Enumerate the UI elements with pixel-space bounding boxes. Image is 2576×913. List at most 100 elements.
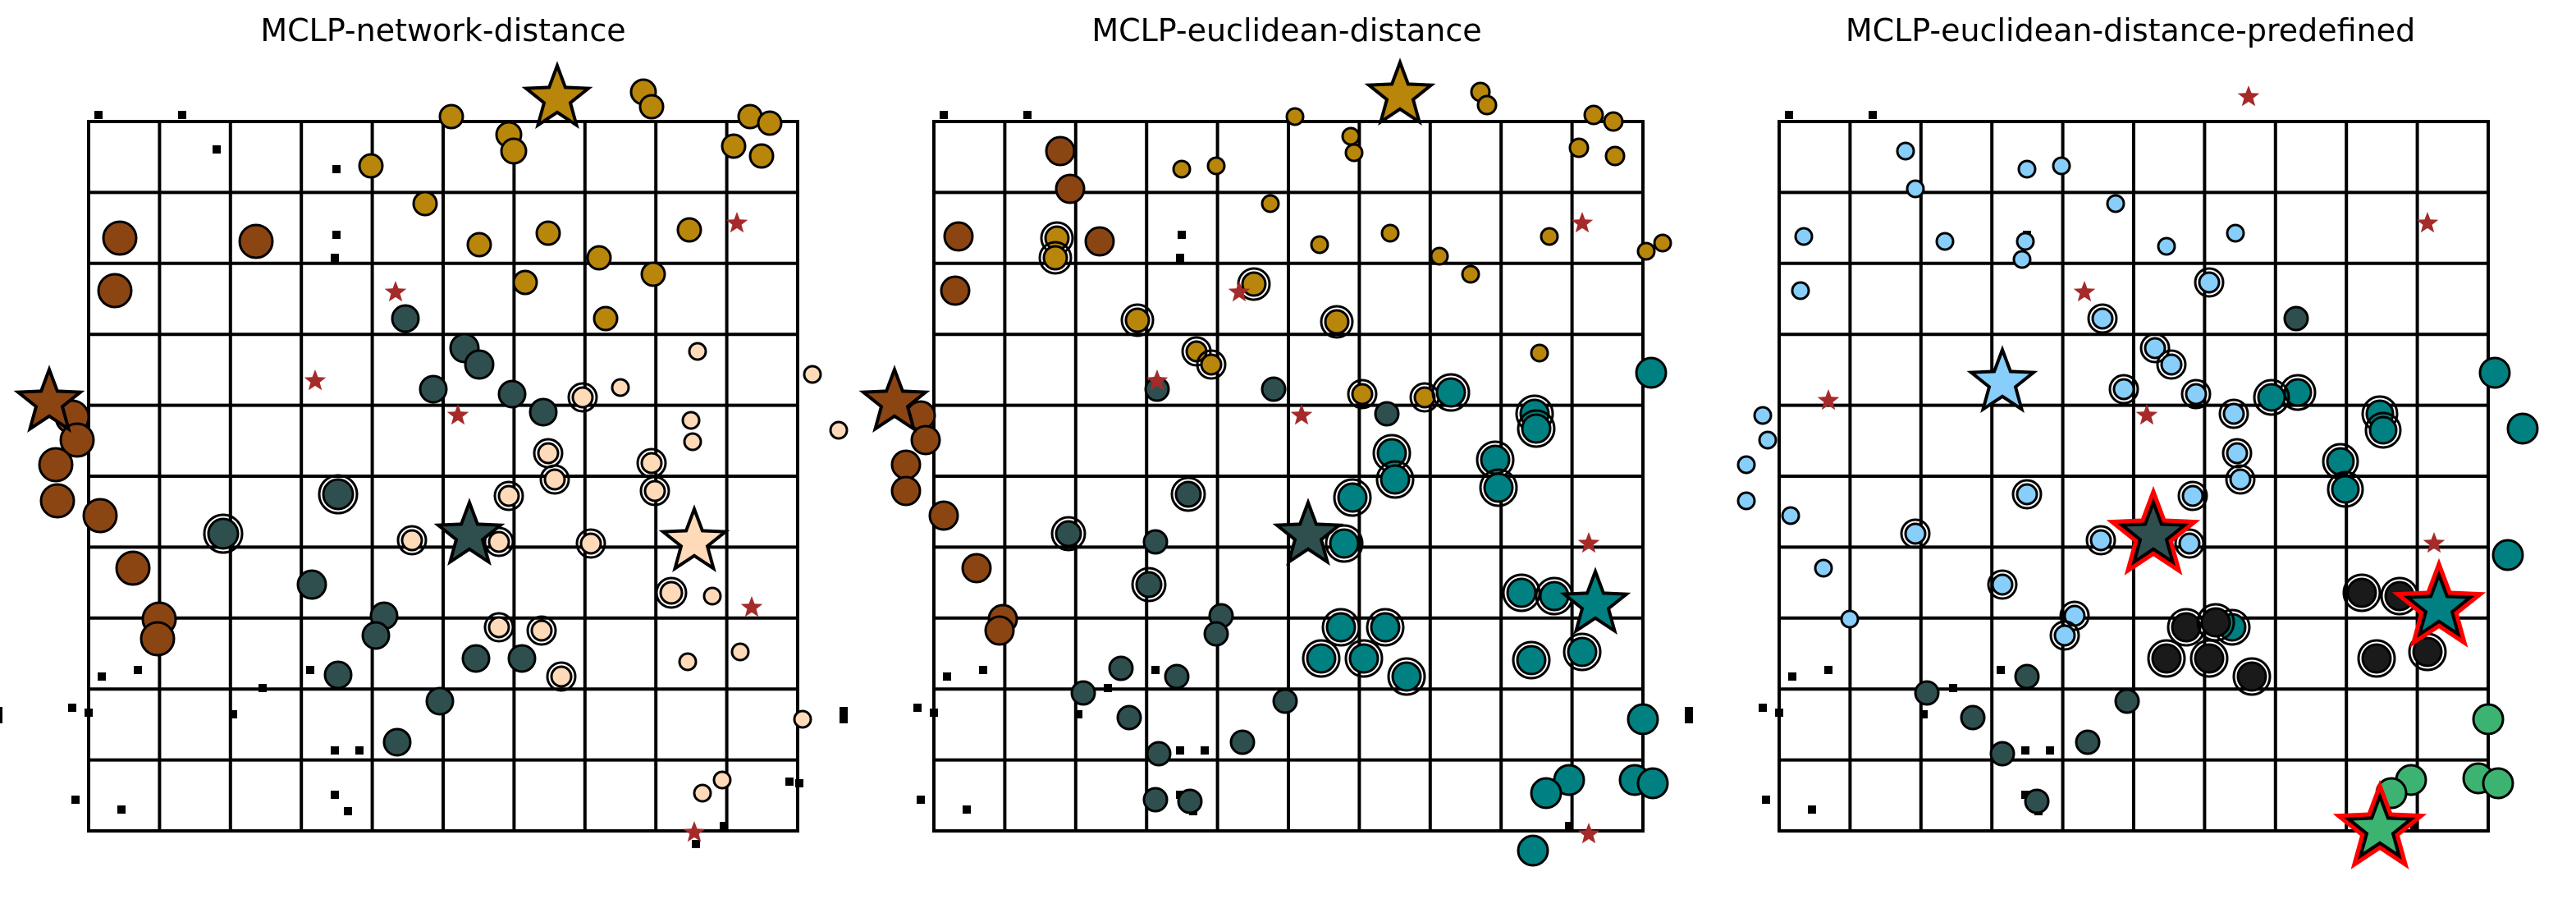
client-point — [2091, 307, 2114, 330]
covered-client-ring — [1987, 569, 2018, 600]
covered-client-ring — [1512, 640, 1551, 680]
client-point — [984, 615, 1015, 646]
client-point — [38, 447, 74, 483]
covered-client-ring — [2194, 267, 2225, 298]
demand-point-square — [85, 709, 93, 717]
covered-client-ring — [1375, 460, 1415, 499]
client-point — [2157, 236, 2176, 256]
demand-point-square — [306, 666, 314, 674]
client-point — [1794, 227, 1814, 246]
demand-point-square — [355, 746, 364, 755]
client-point — [464, 349, 495, 380]
client-point — [238, 223, 274, 259]
client-point — [2017, 159, 2037, 179]
client-point — [1567, 636, 1598, 668]
covered-client-ring — [546, 661, 577, 692]
covered-client-ring — [2011, 479, 2043, 510]
demand-point-square — [1997, 666, 2005, 674]
demand-point-square — [71, 796, 80, 804]
client-point — [1914, 680, 1940, 706]
client-point — [1736, 491, 1756, 511]
demand-point-square — [2021, 791, 2029, 799]
client-point — [803, 365, 822, 384]
demand-point-square — [98, 672, 106, 681]
client-point — [2331, 475, 2360, 504]
client-point — [537, 442, 560, 465]
candidate-facility-star — [304, 369, 327, 391]
demand-point-square — [178, 111, 186, 119]
demand-point-square — [943, 672, 951, 681]
client-point — [1261, 376, 1287, 402]
client-point — [940, 275, 971, 306]
client-point — [140, 621, 176, 657]
client-point — [1753, 406, 1773, 425]
client-point — [1116, 704, 1142, 731]
demand-point-square — [117, 805, 126, 814]
client-point — [1055, 173, 1086, 204]
panel-title-network: MCLP-network-distance — [260, 12, 625, 48]
candidate-facility-star — [446, 404, 469, 425]
client-point — [323, 660, 353, 690]
client-point — [102, 220, 138, 256]
client-point — [2472, 703, 2505, 736]
client-point — [382, 727, 412, 757]
client-point — [2024, 788, 2050, 814]
client-point — [1337, 482, 1368, 513]
covered-client-ring — [2180, 379, 2212, 410]
candidate-facility-star — [2237, 85, 2260, 107]
client-point — [793, 709, 812, 729]
demand-point-square — [134, 666, 142, 674]
client-point — [461, 644, 491, 673]
client-point — [890, 449, 922, 480]
client-point — [1142, 787, 1169, 813]
client-point — [2229, 468, 2252, 491]
client-point — [1530, 343, 1549, 363]
client-point — [2412, 636, 2443, 668]
covered-client-ring — [2327, 470, 2364, 508]
demand-point-square — [1074, 710, 1082, 718]
client-point — [2361, 643, 2392, 674]
client-point — [2106, 194, 2125, 213]
candidate-facility-star — [1228, 281, 1251, 302]
client-point — [1461, 264, 1480, 284]
client-point — [943, 221, 974, 252]
demand-point-square — [213, 145, 221, 154]
client-point — [643, 479, 666, 502]
panel-predefined: MCLP-euclidean-distance-predefined — [1685, 12, 2539, 869]
client-point — [535, 220, 561, 246]
selected-facility-star — [658, 504, 730, 573]
client-point — [97, 273, 133, 309]
covered-client-ring — [2059, 600, 2090, 631]
client-point — [2178, 532, 2201, 555]
client-point — [497, 379, 527, 409]
client-point — [82, 498, 118, 534]
client-point — [1840, 609, 1860, 629]
client-point — [1483, 472, 1514, 503]
client-point — [115, 550, 151, 586]
client-point — [1261, 194, 1280, 213]
demand-point-square — [1176, 254, 1184, 262]
client-point — [593, 305, 619, 332]
client-point — [1241, 271, 1267, 297]
demand-point-square — [2410, 822, 2418, 830]
covered-client-ring — [2189, 639, 2229, 678]
candidate-facility-star — [683, 821, 706, 842]
client-point — [693, 783, 712, 803]
client-point — [2506, 412, 2539, 445]
client-point — [1517, 834, 1549, 867]
predefined-facility-outline — [2332, 779, 2427, 869]
covered-client-ring — [1302, 639, 1341, 678]
client-point — [1380, 464, 1411, 495]
demand-point-square — [2021, 746, 2029, 755]
selected-facility-star — [858, 365, 931, 434]
client-point — [1960, 704, 1986, 731]
covered-client-ring — [493, 480, 524, 512]
client-point — [1203, 621, 1229, 647]
client-point — [2012, 250, 2032, 269]
demand-point-square — [979, 666, 987, 674]
client-point — [2053, 624, 2076, 647]
client-point — [1045, 135, 1076, 167]
client-point — [2198, 271, 2221, 294]
client-point — [1540, 227, 1559, 246]
client-point — [1146, 741, 1172, 767]
